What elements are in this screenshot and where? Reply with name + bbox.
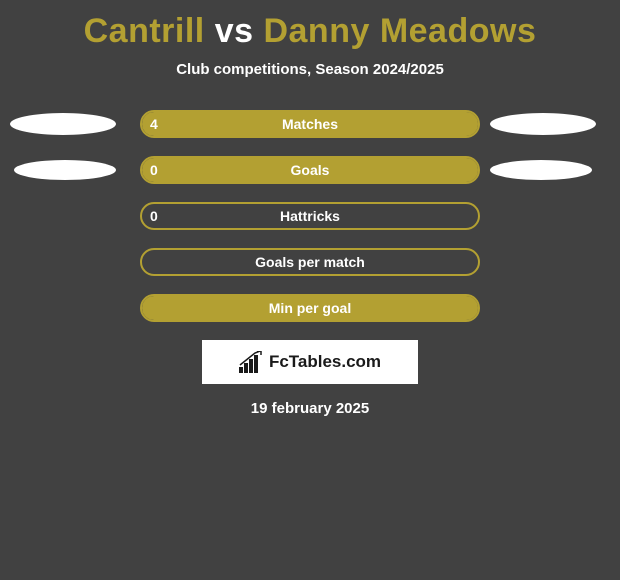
player1-name: Cantrill	[84, 12, 205, 50]
stat-row: 0Hattricks	[0, 202, 620, 230]
ellipse-marker-right	[490, 160, 592, 180]
ellipse-marker-left	[10, 113, 116, 135]
bars-icon	[239, 351, 263, 373]
stat-label: Matches	[140, 116, 480, 132]
brand-box: FcTables.com	[202, 340, 418, 384]
player2-name: Danny Meadows	[263, 12, 536, 50]
subtitle: Club competitions, Season 2024/2025	[0, 61, 620, 78]
stats-container: 4Matches 0Goals 0Hattricks Goals per match M…	[0, 110, 620, 322]
stat-label: Goals per match	[140, 254, 480, 270]
ellipse-marker-left	[14, 160, 116, 180]
brand-text: FcTables.com	[269, 352, 381, 372]
vs-text: vs	[205, 12, 264, 50]
stat-label: Hattricks	[140, 208, 480, 224]
stat-label: Min per goal	[140, 300, 480, 316]
stat-label: Goals	[140, 162, 480, 178]
stat-row: 4Matches	[0, 110, 620, 138]
ellipse-marker-right	[490, 113, 596, 135]
stat-row: Min per goal	[0, 294, 620, 322]
stat-row: Goals per match	[0, 248, 620, 276]
stat-row: 0Goals	[0, 156, 620, 184]
date-text: 19 february 2025	[0, 400, 620, 417]
page-title: Cantrill vs Danny Meadows	[0, 0, 620, 51]
